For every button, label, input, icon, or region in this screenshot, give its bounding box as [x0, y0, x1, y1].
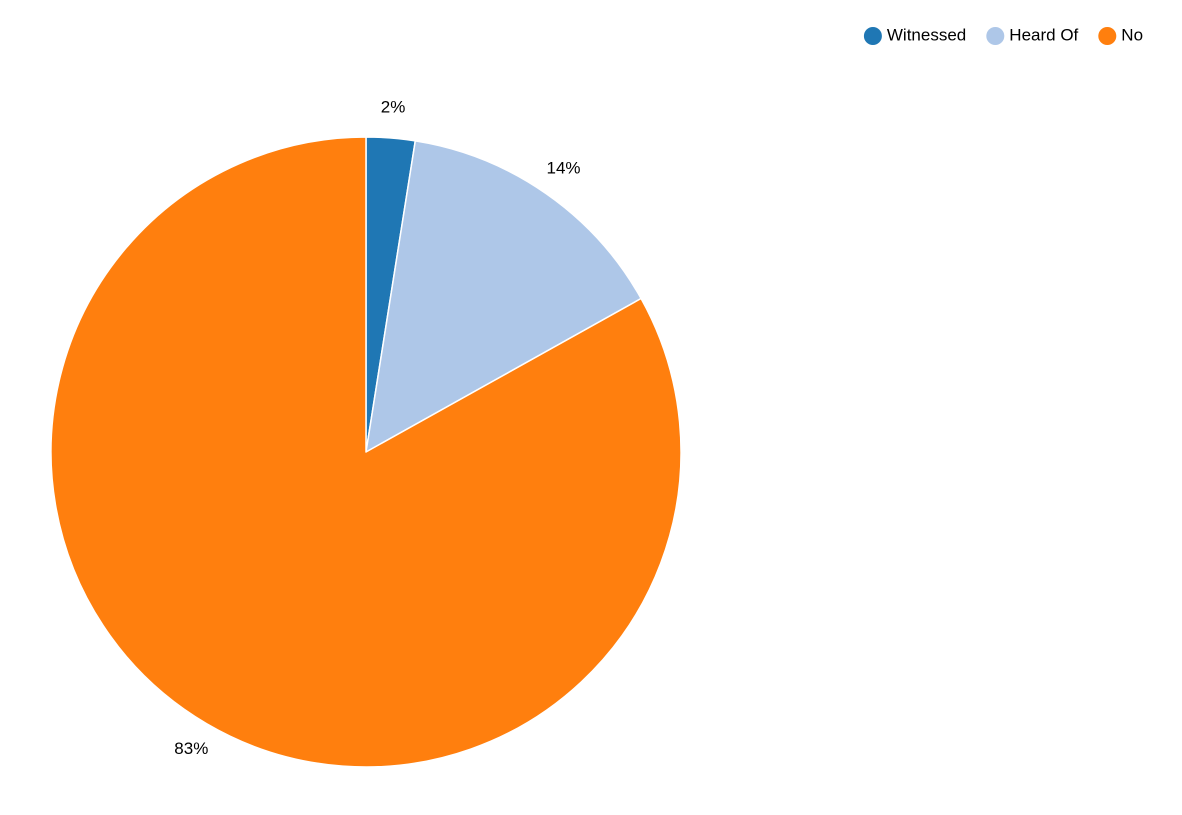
legend-marker-no [1098, 27, 1117, 45]
percent-label-witnessed: 2% [381, 98, 406, 117]
legend-item-no[interactable]: No [1098, 25, 1143, 45]
legend-label-no: No [1121, 25, 1143, 44]
percent-label-no: 83% [174, 739, 208, 758]
legend-item-heard-of[interactable]: Heard Of [986, 25, 1079, 45]
pie-slice-heard-of [365, 140, 642, 453]
percent-labels-layer: 2% 14% 83% [174, 98, 580, 758]
pie-slice-no [50, 136, 682, 768]
legend-label-heard-of: Heard Of [1009, 25, 1078, 44]
legend-marker-witnessed [863, 27, 882, 45]
legend: Witnessed Heard Of No [863, 25, 1143, 45]
legend-marker-heard-of [986, 27, 1005, 45]
legend-item-witnessed[interactable]: Witnessed [863, 25, 966, 45]
legend-label-witnessed: Witnessed [887, 25, 966, 44]
slices-layer [50, 136, 682, 768]
percent-label-heard-of: 14% [546, 159, 580, 178]
